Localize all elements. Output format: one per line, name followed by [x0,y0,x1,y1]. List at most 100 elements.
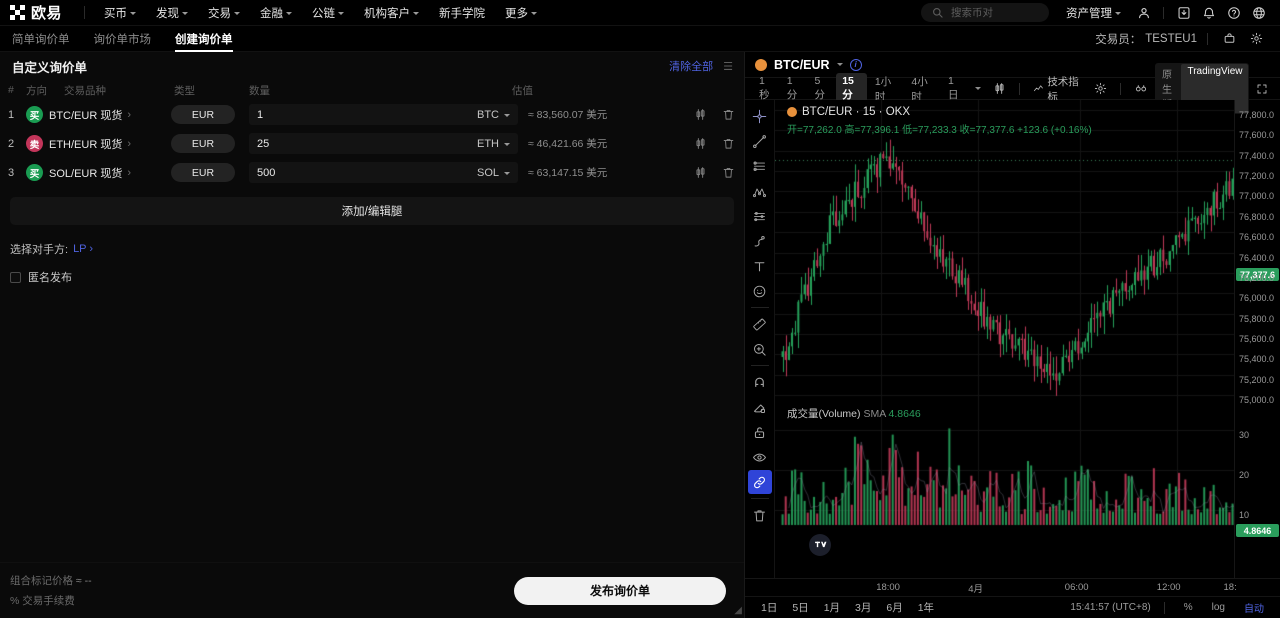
tab-create-rfq[interactable]: 创建询价单 [163,26,245,52]
tab-rfq-market[interactable]: 询价单市场 [93,33,152,46]
nav-item-trade[interactable]: 交易 [199,1,249,25]
eye-icon[interactable] [748,445,772,469]
candlestick-chart-icon[interactable] [693,107,708,122]
link-icon[interactable] [747,470,772,494]
quantity-input[interactable]: 25 ETH [249,133,518,154]
interval-1h[interactable]: 1小时 [874,75,892,103]
range-6m[interactable]: 6月 [886,602,903,614]
interval-5m[interactable]: 5分 [814,75,825,101]
clear-all-button[interactable]: 清除全部 [669,61,714,73]
magnet-icon[interactable] [748,370,772,394]
column-index: # [8,84,14,96]
trend-line-icon[interactable] [748,129,772,153]
auto-scale-toggle[interactable]: 自动 [1244,604,1264,615]
price-axis[interactable]: 77,377.6 4.8646 77,800.0 77,600.0 77,400.0… [1234,100,1280,578]
quantity-input[interactable]: 1 BTC [249,104,518,125]
range-5d[interactable]: 5日 [792,602,809,614]
publish-rfq-button[interactable]: 发布询价单 [514,576,726,605]
interval-1s[interactable]: 1秒 [759,75,770,101]
nav-item-more[interactable]: 更多 [496,1,546,25]
delete-row-icon[interactable] [721,136,736,151]
anonymous-publish-option[interactable]: 匿名发布 [0,257,744,285]
panel-drag-handle[interactable]: ☰ [723,60,733,73]
panel-resize-handle[interactable]: ◢ [734,605,742,616]
lock-icon[interactable] [748,420,772,444]
delete-row-icon[interactable] [721,107,736,122]
nav-item-chain[interactable]: 公链 [303,1,353,25]
eraser-icon[interactable] [748,395,772,419]
counterparty-value[interactable]: LP › [73,243,94,255]
interval-15m[interactable]: 15分 [836,73,867,104]
search-input[interactable]: 搜索币对 [921,3,1049,22]
range-3m[interactable]: 3月 [855,602,872,614]
download-app-button[interactable] [1172,1,1195,24]
quantity-input[interactable]: 500 SOL [249,162,518,183]
symbol-selector[interactable]: SOL/EUR 现货 › [49,165,171,181]
fib-levels-icon[interactable] [748,204,772,228]
pitchfork-icon[interactable] [748,179,772,203]
interval-1m[interactable]: 1分 [786,75,798,101]
type-selector[interactable]: EUR [171,163,235,182]
range-1d[interactable]: 1日 [761,602,778,614]
nav-item-discover[interactable]: 发现 [147,1,197,25]
tradingview-logo-icon[interactable] [809,534,831,556]
direction-badge[interactable]: 买 [26,106,43,123]
user-account-button[interactable] [1132,1,1155,24]
nav-divider [84,6,86,19]
trash-icon[interactable] [748,503,772,527]
symbol-selector[interactable]: ETH/EUR 现货 › [49,136,171,152]
notifications-button[interactable] [1197,1,1220,24]
interval-more-chevron-icon[interactable] [970,85,986,92]
chevron-down-icon[interactable] [836,63,843,66]
help-button[interactable] [1222,1,1245,24]
nav-item-academy[interactable]: 新手学院 [430,1,494,25]
technical-indicators-button[interactable]: 技术指标 [1028,72,1088,106]
interval-1d[interactable]: 1日 [947,75,959,101]
range-1m[interactable]: 1月 [823,602,841,614]
fullscreen-icon[interactable] [1252,77,1272,100]
text-icon[interactable] [748,254,772,278]
chevron-right-icon: › [127,108,132,121]
interval-4h[interactable]: 4小时 [911,75,928,103]
anonymous-checkbox[interactable] [10,271,21,283]
horizontal-lines-icon[interactable] [748,154,772,178]
ruler-icon[interactable] [748,312,772,336]
brand-logo[interactable]: 欧易 [10,2,74,23]
range-1y[interactable]: 1年 [917,602,935,614]
price-tick: 77,400.0 [1239,150,1275,161]
language-globe-button[interactable] [1247,1,1270,24]
chart-plot-area[interactable]: BTC/EUR · 15 · OKX 开=77,262.0 高=77,396.1… [775,100,1234,578]
chart-settings-gear-icon[interactable] [1089,80,1112,97]
candlestick-chart-icon[interactable] [693,165,708,180]
percent-scale-toggle[interactable]: % [1183,602,1193,613]
chart-pair-label[interactable]: BTC/EUR [774,57,830,72]
add-edit-leg-button[interactable]: 添加/编辑腿 [10,197,734,225]
assets-management-menu[interactable]: 资产管理 [1057,1,1130,25]
counterparty-selector: 选择对手方: LP › [0,225,744,257]
time-axis[interactable]: 18:00 4月 06:00 12:00 18: [745,578,1280,596]
direction-badge[interactable]: 买 [26,164,43,181]
emoji-icon[interactable] [748,279,772,303]
unit-selector[interactable]: BTC [477,109,510,121]
chart-layout-icon[interactable] [1129,80,1153,97]
bookmark-icon[interactable] [1218,27,1241,50]
nav-item-finance[interactable]: 金融 [251,1,301,25]
symbol-selector[interactable]: BTC/EUR 现货 › [49,107,171,123]
type-selector[interactable]: EUR [171,105,235,124]
info-icon[interactable]: i [849,58,862,71]
brush-icon[interactable] [748,229,772,253]
chart-type-candles-icon[interactable] [988,80,1011,97]
unit-selector[interactable]: ETH [477,138,510,150]
tab-simple-rfq[interactable]: 简单询价单 [12,33,70,46]
candlestick-chart-icon[interactable] [693,136,708,151]
log-scale-toggle[interactable]: log [1211,602,1225,613]
type-selector[interactable]: EUR [171,134,235,153]
zoom-icon[interactable] [748,337,772,361]
direction-badge[interactable]: 卖 [26,135,43,152]
nav-item-buy-crypto[interactable]: 买币 [95,1,145,25]
settings-gear-icon[interactable] [1245,27,1268,50]
crosshair-icon[interactable] [748,104,772,128]
delete-row-icon[interactable] [721,165,736,180]
unit-selector[interactable]: SOL [477,167,510,179]
nav-item-institutional[interactable]: 机构客户 [355,1,428,25]
